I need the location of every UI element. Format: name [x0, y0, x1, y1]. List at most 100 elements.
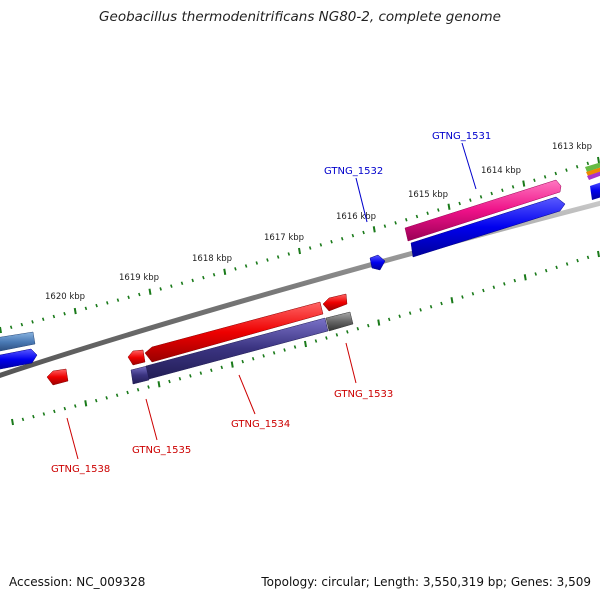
minor-tick [501, 188, 504, 192]
minor-tick [74, 404, 77, 408]
major-tick [597, 156, 600, 164]
minor-tick [362, 230, 365, 235]
gene-feature[interactable] [0, 331, 36, 352]
minor-tick [126, 390, 129, 395]
minor-tick [469, 198, 472, 202]
minor-tick [461, 295, 464, 299]
minor-tick [127, 295, 130, 300]
minor-tick [398, 314, 401, 319]
major-tick [0, 326, 2, 334]
minor-tick [479, 195, 483, 199]
minor-tick [189, 374, 192, 378]
major-tick [447, 203, 451, 210]
minor-tick [168, 379, 171, 384]
gene-label-gtng-1531[interactable]: GTNG_1531 [432, 131, 491, 142]
minor-tick [543, 175, 547, 179]
gene-feature[interactable] [369, 254, 386, 271]
forward-strand-genes [0, 161, 600, 370]
minor-tick [426, 211, 429, 216]
minor-tick [565, 168, 568, 172]
major-tick [377, 319, 381, 326]
minor-tick [576, 258, 579, 263]
minor-tick [314, 339, 318, 343]
minor-tick [180, 281, 184, 286]
minor-tick [419, 308, 422, 312]
gene-feature[interactable] [325, 311, 354, 332]
minor-tick [63, 406, 67, 411]
minor-tick [272, 351, 276, 355]
minor-tick [106, 301, 109, 305]
minor-tick [565, 262, 569, 266]
minor-tick [394, 221, 397, 225]
gene-feature[interactable] [145, 317, 329, 380]
topology-text: Topology: circular; Length: 3,550,319 bp… [261, 575, 591, 589]
minor-tick [356, 327, 360, 331]
minor-tick [42, 412, 46, 416]
gene-feature[interactable] [130, 365, 150, 385]
minor-tick [283, 348, 286, 352]
minor-tick [105, 396, 108, 400]
minor-tick [335, 333, 339, 337]
minor-tick [586, 255, 590, 260]
gene-label-gtng-1532[interactable]: GTNG_1532 [324, 166, 383, 177]
minor-tick [533, 178, 536, 182]
gene-feature[interactable] [410, 196, 566, 258]
gene-feature[interactable] [0, 348, 38, 370]
minor-tick [53, 409, 56, 414]
minor-tick [415, 214, 419, 219]
minor-tick [471, 291, 475, 296]
minor-tick [95, 303, 98, 308]
minor-tick [346, 330, 349, 334]
minor-tick [513, 278, 517, 283]
outer-ruler [0, 156, 600, 334]
gene-feature[interactable] [144, 301, 324, 363]
minor-tick [94, 398, 98, 403]
gene-feature[interactable] [590, 181, 600, 200]
kbp-label: 1618 kbp [192, 254, 232, 264]
gene-label-gtng-1533[interactable]: GTNG_1533 [334, 389, 393, 400]
gene-feature[interactable] [404, 179, 562, 242]
minor-tick [367, 323, 370, 328]
kbp-label: 1616 kbp [336, 212, 376, 222]
gene-label-gtng-1534[interactable]: GTNG_1534 [231, 419, 290, 430]
major-tick [597, 250, 600, 258]
major-tick [148, 288, 152, 295]
label-leaders [66, 142, 477, 460]
minor-tick [210, 368, 213, 373]
kbp-labels: 1620 kbp 1619 kbp 1618 kbp 1617 kbp 1616… [45, 142, 592, 302]
gene-feature[interactable] [587, 170, 600, 180]
kbp-label: 1614 kbp [481, 166, 521, 176]
minor-tick [116, 298, 120, 302]
gene-label-gtng-1535[interactable]: GTNG_1535 [132, 445, 191, 456]
minor-tick [178, 376, 182, 381]
gene-feature[interactable] [46, 368, 69, 386]
kbp-label: 1617 kbp [264, 233, 304, 243]
gene-labels: GTNG_1532 GTNG_1531 GTNG_1538 GTNG_1535 … [51, 131, 491, 475]
minor-tick [84, 306, 88, 311]
gene-label-gtng-1538[interactable]: GTNG_1538 [51, 464, 110, 475]
kbp-label: 1615 kbp [408, 190, 448, 200]
major-tick [450, 297, 454, 304]
kbp-label: 1619 kbp [119, 273, 159, 283]
minor-tick [490, 191, 493, 196]
minor-tick [429, 304, 433, 309]
inner-ruler [11, 250, 600, 426]
minor-tick [234, 267, 237, 271]
minor-tick [199, 371, 203, 375]
gene-feature[interactable] [127, 349, 146, 366]
minor-tick [387, 317, 391, 322]
minor-tick [437, 208, 440, 212]
minor-tick [251, 357, 255, 361]
minor-tick [492, 285, 496, 289]
minor-tick [575, 164, 579, 169]
gene-feature[interactable] [586, 166, 600, 176]
gene-feature[interactable] [585, 161, 600, 172]
minor-tick [138, 292, 141, 297]
gene-feature[interactable] [322, 293, 348, 312]
minor-tick [147, 385, 150, 389]
minor-tick [405, 217, 408, 222]
major-tick [84, 400, 88, 407]
minor-tick [31, 320, 34, 324]
major-tick [73, 307, 77, 315]
